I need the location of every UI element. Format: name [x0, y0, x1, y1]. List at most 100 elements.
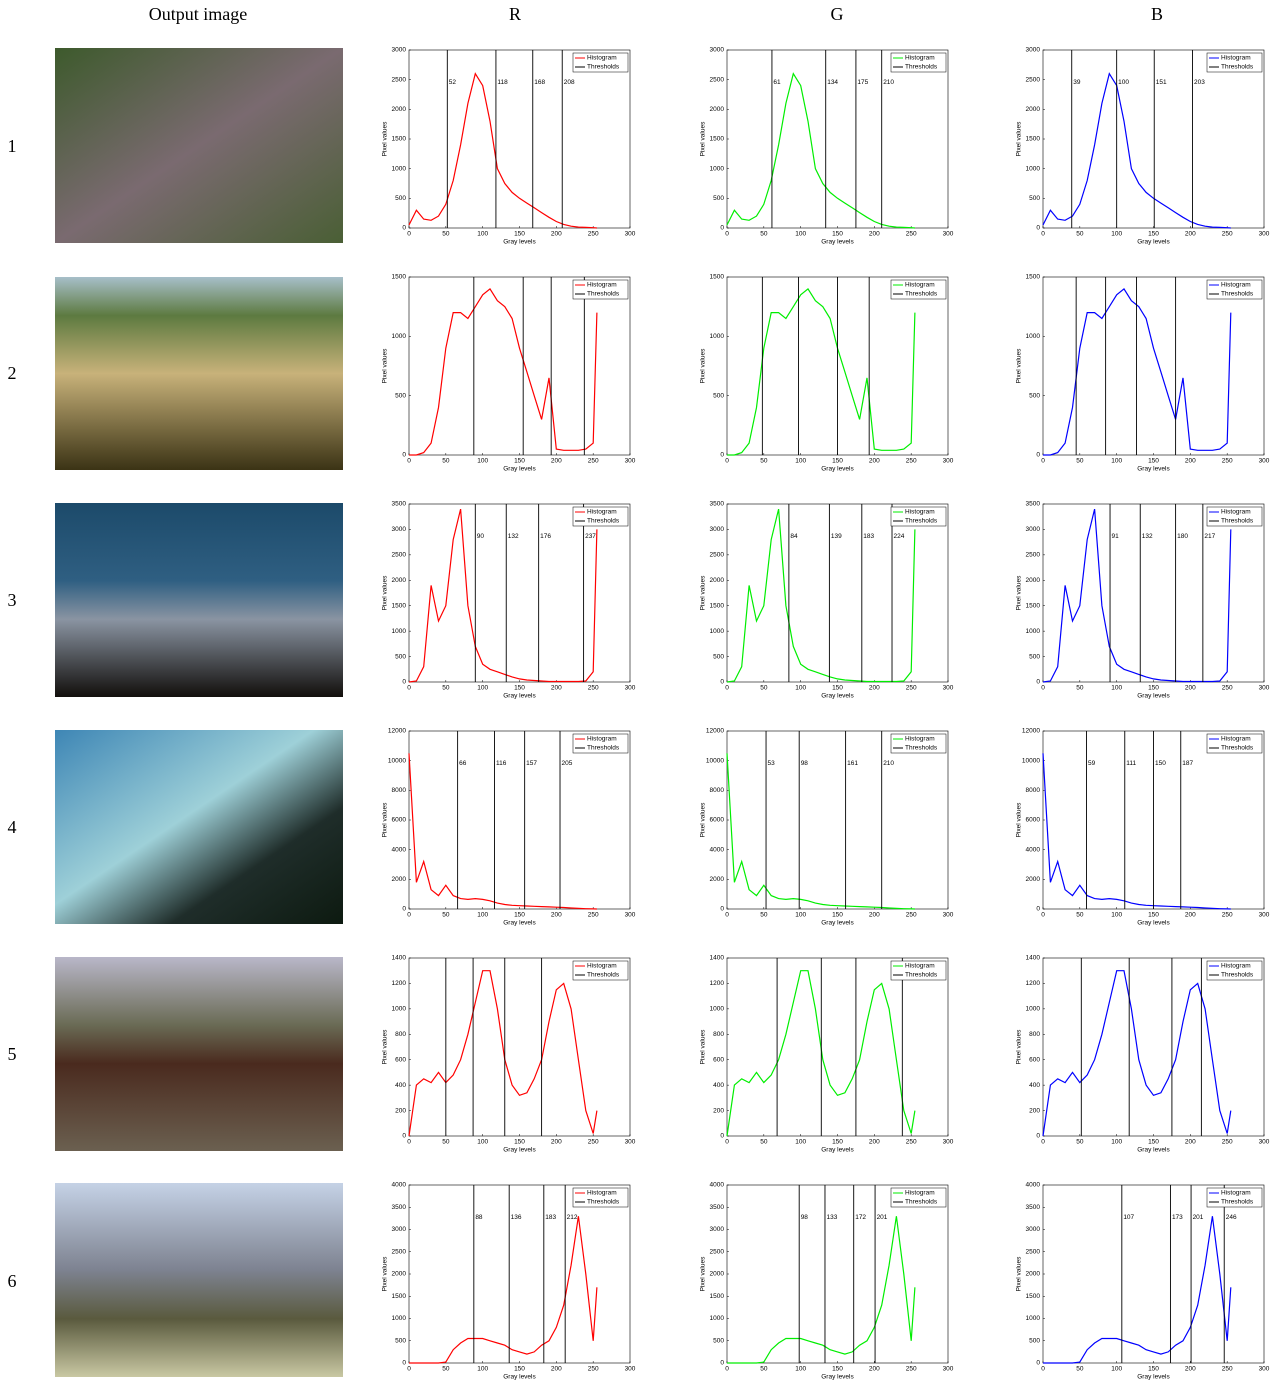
y-tick-label: 2000: [710, 1271, 725, 1278]
y-tick-label: 800: [1029, 1031, 1040, 1038]
x-tick-label: 200: [1185, 1139, 1196, 1146]
x-tick-label: 50: [760, 458, 768, 465]
y-tick-label: 800: [395, 1031, 406, 1038]
x-tick-label: 200: [551, 1366, 562, 1373]
legend-label: Histogram: [905, 1190, 935, 1197]
y-tick-label: 2500: [1026, 552, 1041, 559]
x-tick-label: 50: [760, 1139, 768, 1146]
y-tick-label: 1500: [1026, 1293, 1041, 1300]
x-tick-label: 250: [906, 912, 917, 919]
x-tick-label: 0: [725, 685, 729, 692]
threshold-label: 175: [857, 79, 868, 86]
x-tick-label: 150: [514, 1366, 525, 1373]
row-label: 3: [8, 590, 17, 610]
threshold-label: 133: [826, 1214, 837, 1221]
x-tick-label: 100: [1111, 458, 1122, 465]
y-tick-label: 3000: [392, 1226, 407, 1233]
x-tick-label: 50: [442, 685, 450, 692]
y-tick-label: 500: [1029, 653, 1040, 660]
y-tick-label: 600: [1029, 1056, 1040, 1063]
output-image: [55, 957, 343, 1151]
legend-label: Histogram: [587, 963, 617, 970]
y-tick-label: 200: [1029, 1107, 1040, 1114]
x-tick-label: 100: [1111, 912, 1122, 919]
threshold-label: 205: [562, 760, 573, 767]
y-tick-label: 1000: [392, 333, 407, 340]
x-tick-label: 200: [551, 685, 562, 692]
y-tick-label: 600: [395, 1056, 406, 1063]
y-tick-label: 2000: [1026, 106, 1041, 113]
y-tick-label: 1400: [392, 955, 407, 962]
threshold-label: 151: [1156, 79, 1167, 86]
x-tick-label: 300: [625, 458, 636, 465]
y-tick-label: 500: [713, 1337, 724, 1344]
threshold-label: 208: [564, 79, 575, 86]
y-tick-label: 1400: [1026, 955, 1041, 962]
y-tick-label: 3000: [710, 1226, 725, 1233]
y-tick-label: 2000: [1026, 577, 1041, 584]
x-tick-label: 150: [1148, 685, 1159, 692]
threshold-label: 52: [449, 79, 457, 86]
y-tick-label: 1000: [1026, 1315, 1041, 1322]
x-tick-label: 100: [795, 685, 806, 692]
chart: 050100150200250300050010001500Gray level…: [1016, 274, 1270, 473]
x-tick-label: 200: [1185, 912, 1196, 919]
row-label: 2: [8, 363, 17, 383]
y-tick-label: 10000: [1022, 757, 1040, 764]
threshold-label: 237: [585, 533, 596, 540]
y-axis-label: Pixel values: [700, 1256, 707, 1291]
legend-label: Thresholds: [905, 291, 938, 298]
y-tick-label: 0: [402, 679, 406, 686]
legend-label: Thresholds: [587, 291, 620, 298]
x-tick-label: 0: [725, 1366, 729, 1373]
threshold-label: 90: [477, 533, 485, 540]
output-image: [55, 277, 343, 470]
y-tick-label: 2500: [392, 1248, 407, 1255]
x-tick-label: 100: [795, 458, 806, 465]
y-tick-label: 12000: [388, 728, 406, 735]
y-tick-label: 4000: [710, 846, 725, 853]
x-tick-label: 0: [407, 1139, 411, 1146]
threshold-label: 168: [534, 79, 545, 86]
y-tick-label: 0: [1036, 1360, 1040, 1367]
x-tick-label: 300: [943, 231, 954, 238]
threshold-label: 246: [1226, 1214, 1237, 1221]
y-tick-label: 1500: [392, 1293, 407, 1300]
x-axis-label: Gray levels: [1137, 693, 1170, 700]
chart: 0501001502002503000500100015002000250030…: [1016, 47, 1270, 246]
x-tick-label: 0: [407, 458, 411, 465]
y-axis-label: Pixel values: [382, 1256, 389, 1291]
y-tick-label: 500: [395, 653, 406, 660]
x-tick-label: 100: [1111, 231, 1122, 238]
x-tick-label: 50: [760, 685, 768, 692]
y-tick-label: 0: [402, 1133, 406, 1140]
plot-area: [727, 731, 948, 909]
chart: 0501001502002503000500100015002000250030…: [382, 47, 636, 246]
y-tick-label: 1500: [1026, 602, 1041, 609]
y-tick-label: 2500: [1026, 1248, 1041, 1255]
y-tick-label: 1000: [392, 1006, 407, 1013]
threshold-label: 118: [497, 79, 508, 86]
x-tick-label: 100: [477, 458, 488, 465]
x-tick-label: 150: [514, 685, 525, 692]
x-tick-label: 100: [795, 1139, 806, 1146]
threshold-label: 132: [508, 533, 519, 540]
legend-label: Thresholds: [1221, 291, 1254, 298]
legend-label: Histogram: [1221, 282, 1251, 289]
plot-area: [727, 1185, 948, 1363]
y-tick-label: 1500: [392, 136, 407, 143]
x-tick-label: 150: [1148, 1366, 1159, 1373]
column-header: R: [509, 4, 521, 24]
y-tick-label: 8000: [392, 787, 407, 794]
x-tick-label: 50: [760, 231, 768, 238]
threshold-label: 139: [831, 533, 842, 540]
y-tick-label: 3500: [710, 501, 725, 508]
legend-label: Histogram: [1221, 55, 1251, 62]
y-tick-label: 0: [402, 906, 406, 913]
x-tick-label: 0: [1041, 458, 1045, 465]
y-tick-label: 500: [1029, 392, 1040, 399]
y-axis-label: Pixel values: [1016, 1029, 1023, 1064]
x-tick-label: 0: [407, 912, 411, 919]
